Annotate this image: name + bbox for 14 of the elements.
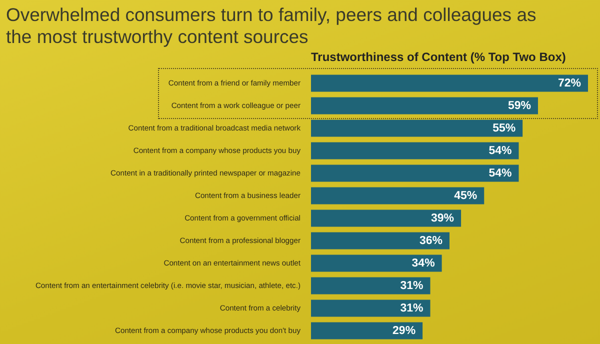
data-label: 39% xyxy=(431,212,454,224)
data-label: 59% xyxy=(508,100,531,112)
data-label: 55% xyxy=(492,122,516,134)
data-label: 31% xyxy=(400,302,424,314)
data-label: 54% xyxy=(488,167,512,180)
data-label: 29% xyxy=(392,324,416,337)
chart-title: Overwhelmed consumers turn to family, peers and colleagues as the most trustworthy content sources xyxy=(6,4,538,48)
data-label: 31% xyxy=(400,280,424,292)
data-label: 54% xyxy=(488,144,512,157)
data-label: 45% xyxy=(454,190,478,202)
data-label: 72% xyxy=(558,77,581,90)
data-label: 34% xyxy=(412,257,435,270)
data-label: 36% xyxy=(419,234,442,247)
chart-subtitle: Trustworthiness of Content (% Top Two Box) xyxy=(311,50,566,64)
